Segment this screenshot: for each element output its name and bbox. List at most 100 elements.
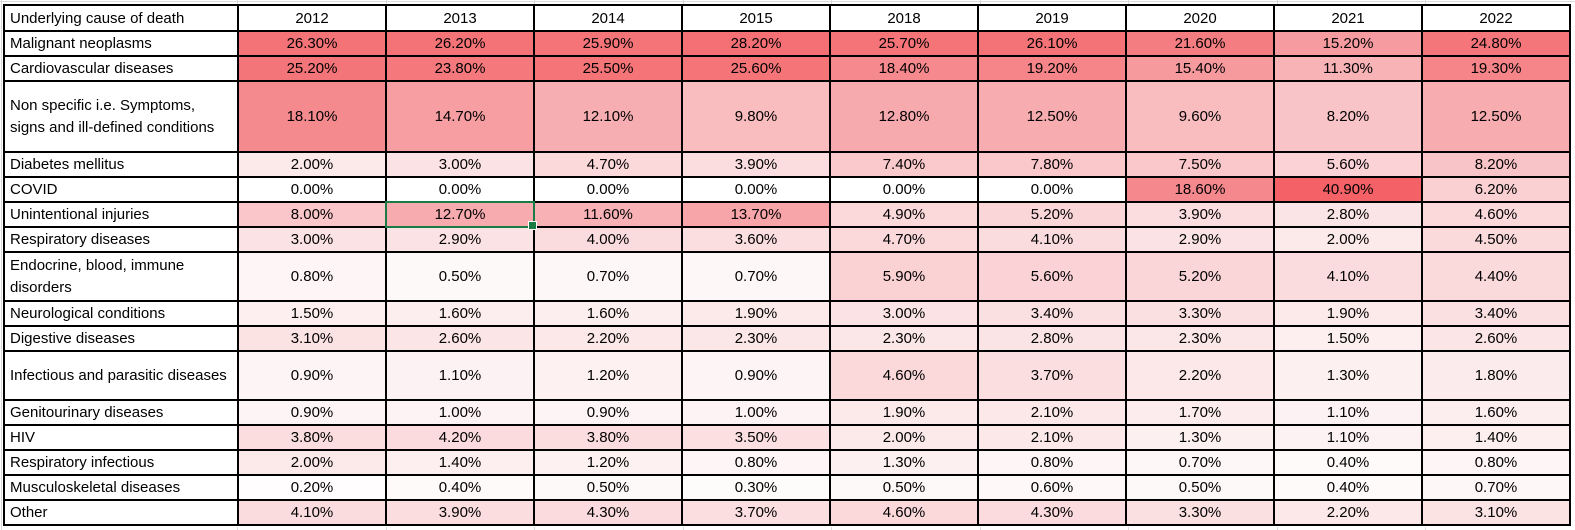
value-cell[interactable]: 1.70% <box>1125 399 1275 426</box>
column-header-2019[interactable]: 2019 <box>977 4 1127 32</box>
value-cell[interactable]: 0.90% <box>237 350 387 401</box>
row-label-cell[interactable]: Diabetes mellitus <box>3 151 239 178</box>
value-cell[interactable]: 4.20% <box>385 424 535 451</box>
value-cell[interactable]: 1.00% <box>681 399 831 426</box>
row-label-cell[interactable]: Infectious and parasitic diseases <box>3 350 239 401</box>
value-cell[interactable]: 1.30% <box>1273 350 1423 401</box>
value-cell[interactable]: 0.80% <box>681 449 831 476</box>
value-cell[interactable]: 25.90% <box>533 30 683 57</box>
value-cell[interactable]: 3.90% <box>1125 201 1275 228</box>
value-cell[interactable]: 18.10% <box>237 80 387 153</box>
value-cell[interactable]: 5.90% <box>829 251 979 302</box>
value-cell[interactable]: 2.20% <box>1273 499 1423 526</box>
value-cell[interactable]: 3.30% <box>1125 300 1275 327</box>
value-cell[interactable]: 3.00% <box>385 151 535 178</box>
value-cell[interactable]: 26.10% <box>977 30 1127 57</box>
value-cell[interactable]: 2.60% <box>1421 325 1571 352</box>
value-cell[interactable]: 4.10% <box>977 226 1127 253</box>
value-cell[interactable]: 1.00% <box>385 399 535 426</box>
value-cell[interactable]: 4.30% <box>533 499 683 526</box>
value-cell[interactable]: 0.70% <box>1421 474 1571 501</box>
value-cell[interactable]: 2.30% <box>1125 325 1275 352</box>
value-cell[interactable]: 0.80% <box>1421 449 1571 476</box>
value-cell[interactable]: 9.60% <box>1125 80 1275 153</box>
value-cell[interactable]: 4.60% <box>829 499 979 526</box>
corner-header-cell[interactable]: Underlying cause of death <box>3 4 239 32</box>
value-cell[interactable]: 2.80% <box>1273 201 1423 228</box>
value-cell[interactable]: 26.30% <box>237 30 387 57</box>
value-cell[interactable]: 0.40% <box>1273 474 1423 501</box>
value-cell[interactable]: 3.10% <box>237 325 387 352</box>
row-label-cell[interactable]: Non specific i.e. Symptoms, signs and il… <box>3 80 239 153</box>
value-cell[interactable]: 0.00% <box>681 176 831 203</box>
value-cell[interactable]: 4.60% <box>829 350 979 401</box>
value-cell[interactable]: 4.60% <box>1421 201 1571 228</box>
value-cell[interactable]: 18.60% <box>1125 176 1275 203</box>
row-label-cell[interactable]: Endocrine, blood, immune disorders <box>3 251 239 302</box>
value-cell[interactable]: 0.70% <box>533 251 683 302</box>
column-header-2014[interactable]: 2014 <box>533 4 683 32</box>
value-cell[interactable]: 2.80% <box>977 325 1127 352</box>
value-cell[interactable]: 2.00% <box>237 151 387 178</box>
value-cell[interactable]: 0.40% <box>385 474 535 501</box>
value-cell[interactable]: 11.60% <box>533 201 683 228</box>
value-cell[interactable]: 0.00% <box>237 176 387 203</box>
value-cell[interactable]: 4.50% <box>1421 226 1571 253</box>
row-label-cell[interactable]: Genitourinary diseases <box>3 399 239 426</box>
value-cell[interactable]: 8.20% <box>1421 151 1571 178</box>
value-cell[interactable]: 1.30% <box>829 449 979 476</box>
value-cell[interactable]: 8.00% <box>237 201 387 228</box>
value-cell[interactable]: 26.20% <box>385 30 535 57</box>
value-cell[interactable]: 4.70% <box>533 151 683 178</box>
value-cell[interactable]: 25.50% <box>533 55 683 82</box>
value-cell[interactable]: 2.30% <box>829 325 979 352</box>
value-cell[interactable]: 11.30% <box>1273 55 1423 82</box>
value-cell[interactable]: 1.60% <box>533 300 683 327</box>
column-header-2013[interactable]: 2013 <box>385 4 535 32</box>
value-cell[interactable]: 12.50% <box>1421 80 1571 153</box>
column-header-2012[interactable]: 2012 <box>237 4 387 32</box>
value-cell[interactable]: 0.00% <box>385 176 535 203</box>
value-cell[interactable]: 1.30% <box>1125 424 1275 451</box>
value-cell[interactable]: 7.40% <box>829 151 979 178</box>
value-cell[interactable]: 21.60% <box>1125 30 1275 57</box>
value-cell[interactable]: 0.60% <box>977 474 1127 501</box>
value-cell[interactable]: 40.90% <box>1273 176 1423 203</box>
value-cell[interactable]: 1.90% <box>829 399 979 426</box>
value-cell[interactable]: 4.30% <box>977 499 1127 526</box>
value-cell[interactable]: 0.90% <box>533 399 683 426</box>
value-cell[interactable]: 25.20% <box>237 55 387 82</box>
row-label-cell[interactable]: Respiratory infectious <box>3 449 239 476</box>
value-cell[interactable]: 1.50% <box>1273 325 1423 352</box>
value-cell[interactable]: 5.20% <box>1125 251 1275 302</box>
value-cell[interactable]: 5.60% <box>977 251 1127 302</box>
value-cell[interactable]: 3.30% <box>1125 499 1275 526</box>
value-cell[interactable]: 2.10% <box>977 399 1127 426</box>
value-cell[interactable]: 1.10% <box>1273 399 1423 426</box>
value-cell[interactable]: 23.80% <box>385 55 535 82</box>
fill-handle[interactable] <box>528 221 537 230</box>
value-cell[interactable]: 3.10% <box>1421 499 1571 526</box>
value-cell[interactable]: 3.00% <box>237 226 387 253</box>
value-cell[interactable]: 3.00% <box>829 300 979 327</box>
value-cell[interactable]: 4.00% <box>533 226 683 253</box>
row-label-cell[interactable]: Cardiovascular diseases <box>3 55 239 82</box>
value-cell[interactable]: 13.70% <box>681 201 831 228</box>
value-cell[interactable]: 2.60% <box>385 325 535 352</box>
value-cell[interactable]: 2.10% <box>977 424 1127 451</box>
value-cell[interactable]: 1.10% <box>385 350 535 401</box>
value-cell[interactable]: 1.20% <box>533 449 683 476</box>
value-cell[interactable]: 1.50% <box>237 300 387 327</box>
value-cell[interactable]: 0.70% <box>681 251 831 302</box>
value-cell[interactable]: 6.20% <box>1421 176 1571 203</box>
value-cell[interactable]: 3.40% <box>1421 300 1571 327</box>
value-cell[interactable]: 3.90% <box>385 499 535 526</box>
value-cell[interactable]: 1.90% <box>681 300 831 327</box>
value-cell[interactable]: 0.00% <box>977 176 1127 203</box>
value-cell[interactable]: 1.80% <box>1421 350 1571 401</box>
value-cell[interactable]: 1.40% <box>1421 424 1571 451</box>
column-header-2021[interactable]: 2021 <box>1273 4 1423 32</box>
value-cell[interactable]: 2.00% <box>829 424 979 451</box>
value-cell[interactable]: 2.00% <box>237 449 387 476</box>
row-label-cell[interactable]: Musculoskeletal diseases <box>3 474 239 501</box>
